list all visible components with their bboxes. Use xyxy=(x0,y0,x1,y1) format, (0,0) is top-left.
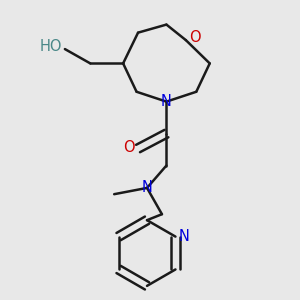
Text: N: N xyxy=(179,229,190,244)
Text: N: N xyxy=(142,180,152,195)
Text: O: O xyxy=(123,140,135,154)
Text: O: O xyxy=(190,30,201,45)
Text: N: N xyxy=(161,94,172,109)
Text: HO: HO xyxy=(40,39,62,54)
